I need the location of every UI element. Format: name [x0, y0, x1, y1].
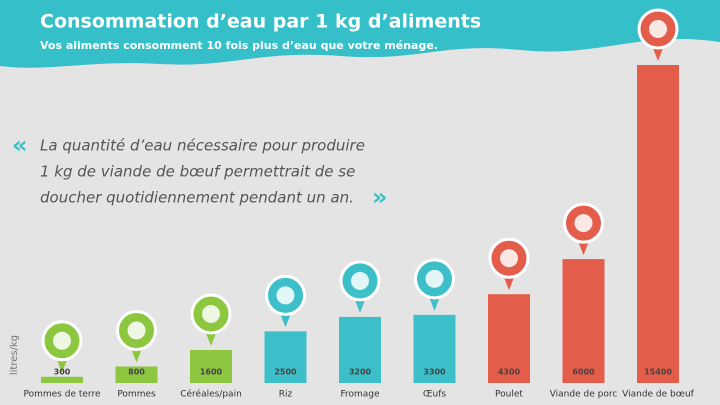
icon-inner: [649, 20, 667, 38]
y-axis-label: litres/kg: [9, 335, 20, 375]
icon-inner: [276, 286, 295, 305]
value-label: 1600: [200, 368, 223, 377]
bar: [190, 349, 232, 383]
chart-title: Consommation d’eau par 1 kg d’aliments: [40, 11, 481, 33]
value-label: 800: [128, 368, 145, 377]
x-tick-label: Viande de porc: [550, 390, 618, 400]
bar: [488, 294, 530, 383]
icon-inner: [500, 249, 518, 268]
x-tick-label: Viande de bœuf: [622, 390, 695, 400]
icon-inner: [425, 269, 444, 288]
value-label: 3200: [349, 368, 372, 377]
quote-line: 1 kg de viande de bœuf permettrait de se: [40, 163, 355, 181]
icon-inner: [53, 331, 71, 350]
value-label: 6000: [572, 368, 595, 377]
value-label: 15400: [644, 368, 672, 377]
icon-inner: [351, 271, 369, 290]
x-tick-label: Pommes de terre: [24, 390, 101, 400]
value-label: 3300: [423, 368, 446, 377]
quote-line: La quantité d’eau nécessaire pour produi…: [40, 137, 365, 155]
quote-line: doucher quotidiennement pendant un an.: [40, 189, 354, 207]
bar: [115, 366, 158, 383]
bar: [562, 259, 605, 383]
value-label: 2500: [274, 368, 297, 377]
x-tick-label: Céréales/pain: [180, 389, 242, 400]
bar: [339, 316, 381, 383]
x-tick-label: Poulet: [495, 390, 523, 400]
chart-subtitle: Vos aliments consomment 10 fois plus d’e…: [40, 39, 438, 52]
quote-mark: «: [12, 131, 28, 159]
bar: [41, 376, 83, 383]
bar: [264, 331, 307, 383]
value-label: 4300: [498, 368, 521, 377]
value-label: 300: [54, 368, 71, 377]
icon-inner: [574, 214, 593, 233]
bar: [637, 65, 679, 383]
icon-inner: [202, 304, 220, 323]
x-tick-label: Riz: [279, 390, 293, 400]
quote-mark: »: [372, 183, 388, 211]
icon-inner: [127, 321, 146, 340]
x-tick-label: Pommes: [117, 390, 156, 400]
bar: [413, 314, 456, 383]
header-wave: [0, 0, 720, 68]
x-tick-label: Fromage: [340, 390, 380, 400]
x-tick-label: Œufs: [423, 390, 447, 400]
